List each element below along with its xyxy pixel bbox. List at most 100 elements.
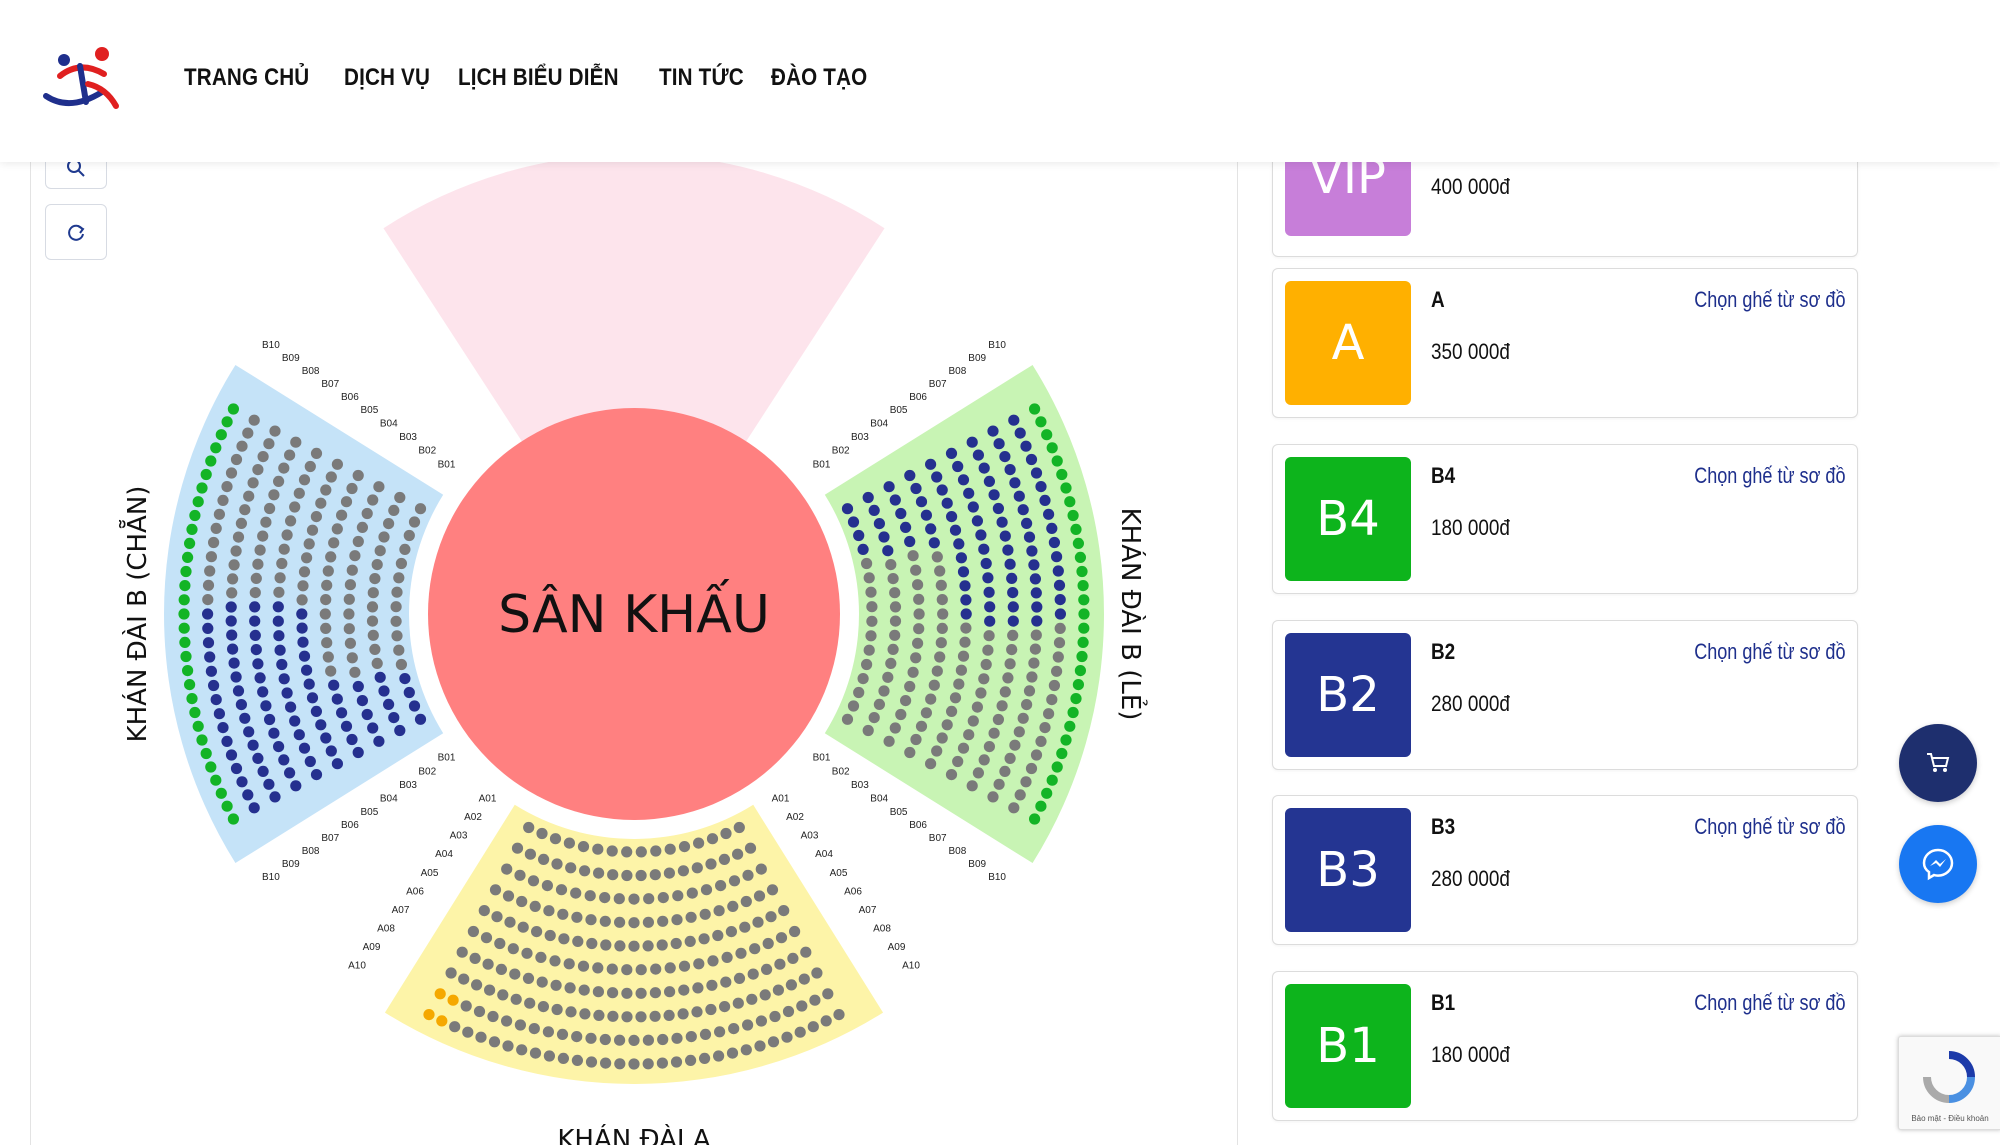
seat[interactable] — [563, 837, 576, 849]
seat[interactable] — [322, 565, 334, 577]
seat[interactable] — [878, 685, 890, 697]
seat[interactable] — [336, 509, 348, 521]
seat[interactable] — [915, 720, 928, 732]
seat[interactable] — [340, 496, 353, 508]
seat[interactable] — [296, 594, 308, 606]
seat[interactable] — [252, 464, 264, 476]
seat[interactable] — [983, 630, 995, 642]
seat[interactable] — [281, 687, 293, 699]
seat[interactable] — [495, 963, 507, 976]
seat[interactable] — [713, 905, 725, 917]
seat[interactable] — [753, 890, 766, 902]
seat[interactable] — [713, 1050, 725, 1062]
seat[interactable] — [228, 559, 240, 571]
seat[interactable] — [293, 487, 305, 499]
seat[interactable] — [671, 1032, 683, 1044]
seat[interactable] — [936, 484, 948, 496]
seat[interactable] — [1023, 685, 1036, 697]
seat[interactable] — [189, 706, 201, 719]
seat[interactable] — [592, 962, 604, 974]
seat[interactable] — [907, 550, 919, 562]
choose-seat-link[interactable]: Chọn ghế từ sơ đồ — [1693, 287, 1845, 312]
seat[interactable] — [980, 557, 992, 570]
seat[interactable] — [613, 893, 625, 905]
seat[interactable] — [978, 462, 990, 474]
seat[interactable] — [1008, 414, 1020, 426]
seat[interactable] — [456, 946, 468, 958]
seat[interactable] — [585, 1056, 598, 1068]
seat[interactable] — [865, 630, 877, 642]
seat[interactable] — [1043, 708, 1055, 720]
seat[interactable] — [361, 507, 373, 520]
seat[interactable] — [1051, 761, 1063, 773]
seat[interactable] — [1053, 579, 1066, 591]
seat[interactable] — [202, 622, 214, 634]
seat[interactable] — [1053, 637, 1066, 649]
seat[interactable] — [321, 579, 333, 591]
seat[interactable] — [414, 503, 427, 515]
seat[interactable] — [931, 745, 943, 757]
seat[interactable] — [1006, 644, 1018, 656]
seat[interactable] — [436, 1015, 448, 1027]
nav-news[interactable]: TIN TỨC — [658, 64, 744, 91]
seat[interactable] — [484, 984, 496, 996]
seat[interactable] — [959, 636, 971, 648]
seat[interactable] — [1054, 594, 1066, 606]
seat[interactable] — [987, 425, 999, 437]
seat[interactable] — [184, 537, 196, 549]
seat[interactable] — [678, 984, 690, 996]
seat[interactable] — [369, 573, 381, 585]
seat[interactable] — [213, 508, 225, 520]
seat[interactable] — [247, 739, 259, 751]
seat[interactable] — [243, 726, 255, 738]
seat[interactable] — [1025, 762, 1038, 775]
seat[interactable] — [228, 657, 240, 669]
seat[interactable] — [304, 460, 316, 473]
seat[interactable] — [298, 742, 311, 754]
seat[interactable] — [833, 1009, 845, 1021]
seat[interactable] — [543, 905, 555, 917]
seat[interactable] — [963, 729, 975, 741]
seat[interactable] — [910, 652, 922, 664]
seat[interactable] — [762, 937, 774, 950]
seat[interactable] — [593, 867, 605, 879]
seat[interactable] — [1041, 787, 1053, 799]
seat[interactable] — [577, 960, 590, 972]
seat[interactable] — [293, 729, 305, 741]
seat[interactable] — [592, 986, 605, 998]
seat[interactable] — [649, 869, 661, 881]
seat[interactable] — [304, 755, 316, 768]
seat[interactable] — [1035, 481, 1047, 493]
seat[interactable] — [252, 752, 264, 765]
seat[interactable] — [225, 601, 237, 613]
seat[interactable] — [642, 1058, 654, 1070]
seat[interactable] — [936, 594, 948, 606]
seat[interactable] — [1007, 601, 1019, 613]
seat[interactable] — [960, 622, 972, 634]
seat[interactable] — [1035, 416, 1047, 428]
seat[interactable] — [517, 921, 529, 933]
seat[interactable] — [325, 471, 337, 483]
seat[interactable] — [374, 671, 386, 683]
seat[interactable] — [1029, 813, 1041, 825]
seat[interactable] — [1029, 643, 1041, 655]
seat[interactable] — [1013, 490, 1025, 502]
seat[interactable] — [276, 557, 288, 570]
seat[interactable] — [677, 865, 690, 877]
seat[interactable] — [699, 908, 711, 920]
seat[interactable] — [200, 747, 212, 760]
seat[interactable] — [196, 734, 208, 746]
seat[interactable] — [232, 685, 245, 697]
seat[interactable] — [263, 778, 275, 790]
seat[interactable] — [543, 1050, 556, 1062]
seat[interactable] — [192, 496, 204, 508]
seat[interactable] — [274, 644, 286, 656]
seat[interactable] — [910, 482, 922, 495]
seat[interactable] — [982, 644, 994, 656]
seat[interactable] — [577, 841, 590, 853]
seat[interactable] — [664, 843, 676, 855]
seat[interactable] — [230, 762, 243, 775]
seat[interactable] — [678, 960, 691, 972]
seat[interactable] — [1046, 694, 1058, 706]
seat[interactable] — [699, 1052, 711, 1064]
